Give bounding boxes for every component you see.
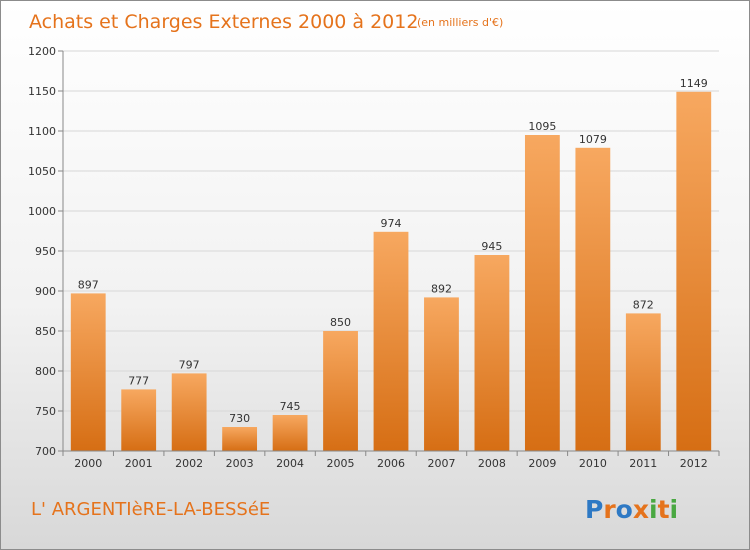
x-tick-label: 2008 — [478, 457, 506, 470]
data-label: 872 — [633, 298, 654, 311]
y-axis: 700 750 800 850 900 950 1000 1050 1100 1150 1200 — [28, 45, 64, 458]
location-label: L' ARGENTIèRE-LA-BESSéE — [31, 499, 270, 520]
y-tick-label: 1200 — [28, 45, 56, 58]
y-tick-label: 950 — [35, 245, 56, 258]
data-label: 897 — [78, 278, 99, 291]
x-tick-label: 2002 — [175, 457, 203, 470]
x-tick-label: 2011 — [629, 457, 657, 470]
y-tick-label: 900 — [35, 285, 56, 298]
bars: 897 777 797 730 745 850 974 892 945 1095 1079 872 11… — [70, 77, 712, 452]
logo-letter: r — [603, 495, 616, 524]
bar-2009 — [524, 135, 560, 451]
bar-2000 — [70, 293, 106, 451]
y-tick-label: 750 — [35, 405, 56, 418]
bar-2001 — [121, 389, 157, 451]
logo-letter: i — [649, 495, 658, 524]
x-tick-label: 2010 — [579, 457, 607, 470]
x-tick-label: 2007 — [427, 457, 455, 470]
logo-letter: x — [633, 495, 649, 524]
bar-2011 — [625, 313, 661, 451]
y-tick-label: 1050 — [28, 165, 56, 178]
bar-2007 — [424, 297, 459, 451]
logo-letter: i — [670, 495, 679, 524]
bar-2003 — [222, 427, 258, 451]
data-label: 892 — [431, 282, 452, 295]
y-tick-label: 1150 — [28, 85, 56, 98]
logo-letter: P — [585, 495, 603, 524]
data-label: 730 — [229, 412, 250, 425]
data-label: 850 — [330, 316, 351, 329]
data-label: 777 — [128, 374, 149, 387]
chart-subtitle: (en milliers d'€) — [417, 16, 503, 29]
bar-2005 — [323, 331, 358, 451]
data-label: 745 — [280, 400, 301, 413]
chart-title: Achats et Charges Externes 2000 à 2012 — [29, 11, 418, 33]
x-tick-label: 2005 — [327, 457, 355, 470]
y-tick-label: 800 — [35, 365, 56, 378]
data-label: 974 — [381, 217, 402, 230]
data-label: 1079 — [579, 133, 607, 146]
bar-2010 — [575, 147, 611, 452]
y-tick-label: 850 — [35, 325, 56, 338]
x-tick-label: 2006 — [377, 457, 405, 470]
y-tick-label: 1100 — [28, 125, 56, 138]
proxiti-logo: Proxiti — [585, 495, 678, 524]
x-tick-label: 2000 — [74, 457, 102, 470]
bar-2002 — [171, 373, 207, 451]
y-tick-label: 1000 — [28, 205, 56, 218]
data-label: 797 — [179, 358, 200, 371]
bar-2008 — [474, 255, 510, 451]
x-tick-label: 2004 — [276, 457, 304, 470]
x-tick-label: 2003 — [226, 457, 254, 470]
data-label: 945 — [481, 240, 502, 253]
x-tick-label: 2012 — [680, 457, 708, 470]
data-label: 1095 — [528, 120, 556, 133]
data-label: 1149 — [680, 77, 708, 90]
x-tick-label: 2001 — [125, 457, 153, 470]
bar-2006 — [373, 231, 409, 451]
bar-2004 — [272, 415, 308, 451]
x-axis: 2000 2001 2002 2003 2004 2005 2006 2007 2008 2009… — [62, 450, 720, 470]
bar-2012 — [676, 91, 712, 452]
y-tick-label: 700 — [35, 445, 56, 458]
logo-letter: o — [616, 495, 633, 524]
logo-letter: t — [658, 495, 670, 524]
x-tick-label: 2009 — [528, 457, 556, 470]
